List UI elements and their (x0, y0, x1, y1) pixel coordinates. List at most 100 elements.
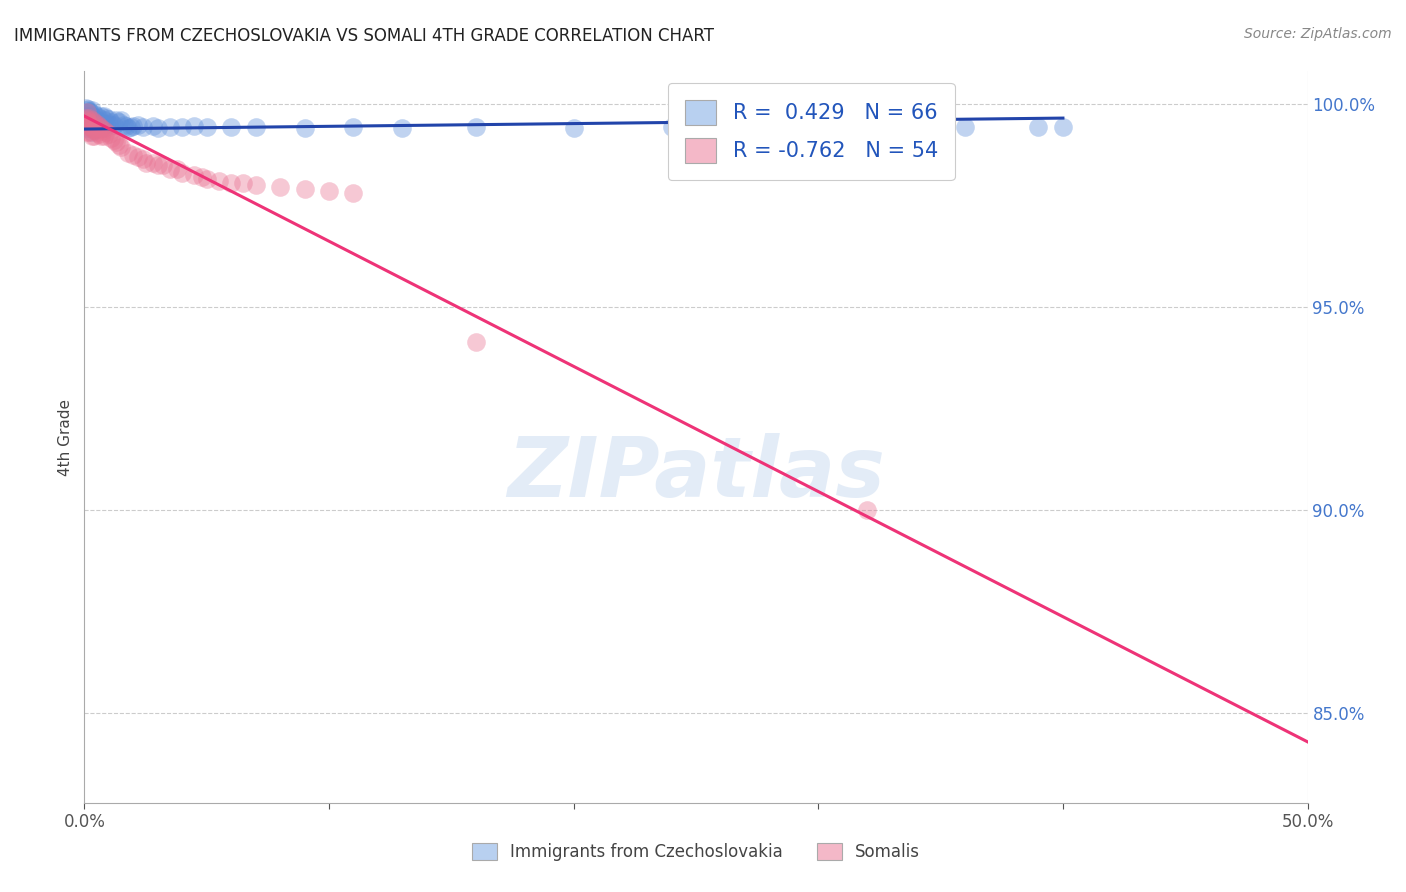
Point (318, 184, 340, 198)
Point (83, 123, 105, 137)
Point (87, 120, 110, 134)
Point (856, 503, 879, 517)
Point (80, 120, 103, 134)
Point (105, 136, 128, 150)
Point (83, 118, 105, 132)
Point (93, 123, 115, 137)
Point (122, 147, 145, 161)
Point (183, 168, 205, 182)
Point (105, 113, 128, 128)
Point (86, 125, 108, 139)
Point (83, 123, 105, 137)
Point (77, 125, 100, 139)
Y-axis label: 4th Grade: 4th Grade (58, 399, 73, 475)
Point (97, 117, 120, 131)
Point (112, 118, 135, 132)
Point (83, 107, 105, 121)
Point (83, 113, 105, 128)
Point (195, 120, 218, 135)
Point (110, 139, 132, 153)
Point (100, 131, 122, 145)
Point (96, 125, 118, 139)
Point (87, 128, 110, 142)
Point (953, 120, 976, 135)
Point (661, 120, 683, 135)
Point (166, 161, 188, 176)
Point (208, 174, 231, 188)
Point (80, 125, 103, 139)
Point (80, 113, 103, 128)
Point (96, 111, 118, 125)
Point (146, 121, 169, 136)
Point (86, 120, 108, 134)
Point (77, 118, 100, 132)
Point (142, 120, 165, 134)
Point (76, 109, 98, 123)
Point (83, 115, 105, 129)
Point (76, 115, 98, 129)
Point (562, 121, 585, 136)
Legend: Immigrants from Czechoslovakia, Somalis: Immigrants from Czechoslovakia, Somalis (465, 836, 927, 868)
Point (77, 111, 100, 125)
Point (142, 155, 165, 169)
Point (107, 115, 129, 129)
Point (464, 120, 486, 135)
Point (80, 103, 103, 117)
Point (93, 109, 115, 123)
Point (115, 120, 138, 134)
Text: ZIPatlas: ZIPatlas (508, 434, 884, 514)
Point (93, 113, 115, 128)
Point (172, 120, 194, 134)
Point (93, 129, 115, 144)
Point (80, 129, 103, 144)
Point (77, 104, 100, 119)
Point (172, 166, 194, 180)
Point (152, 158, 174, 172)
Point (294, 182, 316, 196)
Point (1052, 120, 1074, 135)
Point (103, 118, 125, 132)
Point (76, 105, 98, 120)
Point (120, 120, 142, 134)
Point (80, 109, 103, 123)
Point (219, 176, 242, 190)
Point (391, 121, 413, 136)
Point (80, 121, 103, 136)
Point (77, 102, 100, 116)
Text: IMMIGRANTS FROM CZECHOSLOVAKIA VS SOMALI 4TH GRADE CORRELATION CHART: IMMIGRANTS FROM CZECHOSLOVAKIA VS SOMALI… (14, 27, 714, 45)
Point (93, 121, 115, 136)
Point (132, 152, 155, 166)
Point (77, 120, 100, 134)
Text: Source: ZipAtlas.com: Source: ZipAtlas.com (1244, 27, 1392, 41)
Point (86, 113, 108, 128)
Point (77, 115, 100, 129)
Point (77, 107, 100, 121)
Point (117, 121, 139, 136)
Point (90, 109, 112, 123)
Point (195, 172, 218, 186)
Point (86, 109, 108, 123)
Point (86, 117, 108, 131)
Point (76, 103, 98, 117)
Point (97, 128, 120, 142)
Point (90, 129, 112, 144)
Point (103, 133, 125, 147)
Point (76, 121, 98, 136)
Point (1028, 120, 1050, 134)
Point (342, 120, 364, 134)
Point (127, 118, 149, 132)
Point (146, 158, 169, 172)
Point (75, 111, 97, 125)
Point (191, 169, 214, 184)
Point (83, 129, 105, 144)
Point (159, 161, 181, 176)
Point (127, 150, 149, 164)
Point (183, 120, 205, 134)
Point (79, 105, 101, 120)
Point (76, 120, 98, 134)
Point (219, 120, 242, 134)
Point (245, 120, 267, 135)
Point (342, 186, 364, 201)
Point (100, 115, 122, 129)
Point (77, 113, 100, 128)
